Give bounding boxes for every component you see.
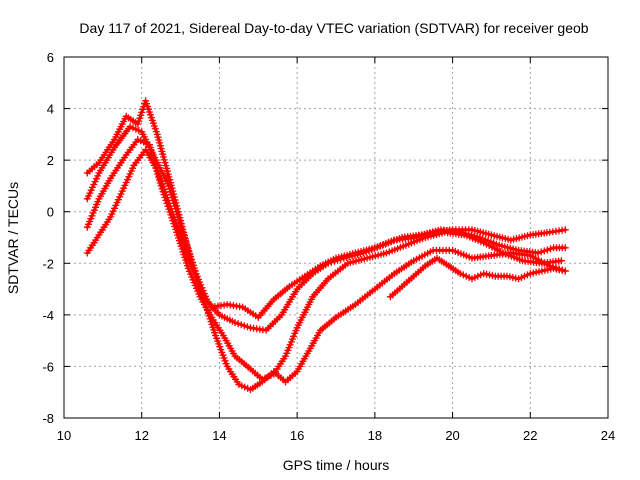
y-axis-label: SDTVAR / TECUs — [5, 182, 21, 294]
series-track-5 — [386, 254, 569, 301]
data-point — [330, 257, 338, 265]
data-point — [146, 144, 154, 152]
x-tick-label: 18 — [368, 428, 382, 443]
data-point — [557, 257, 565, 265]
data-point — [237, 321, 245, 329]
data-point — [537, 248, 545, 256]
data-point — [561, 267, 569, 275]
series-track-4 — [83, 146, 569, 394]
data-point — [547, 245, 554, 253]
x-tick-label: 12 — [134, 428, 148, 443]
data-point — [337, 255, 345, 263]
x-axis-label: GPS time / hours — [283, 457, 390, 473]
plot-frame — [63, 56, 609, 419]
x-tick-label: 10 — [57, 428, 71, 443]
data-point — [327, 258, 335, 266]
x-tick-label: 24 — [601, 428, 615, 443]
data-point — [234, 320, 242, 328]
data-point — [240, 322, 248, 330]
chart-title: Day 117 of 2021, Sidereal Day-to-day VTE… — [79, 20, 588, 36]
data-point — [456, 270, 464, 278]
y-tick-label: -6 — [42, 359, 54, 374]
data-point — [477, 271, 485, 279]
y-tick-label: 4 — [47, 102, 54, 117]
grid-layer — [64, 57, 608, 418]
y-tick-label: -4 — [42, 308, 54, 323]
data-point — [334, 256, 342, 264]
x-tick-label: 22 — [523, 428, 537, 443]
data-point — [231, 319, 239, 327]
data-point — [518, 274, 525, 281]
data-point — [540, 247, 548, 255]
data-point — [543, 246, 551, 254]
data-point — [148, 150, 156, 157]
series-track-2 — [83, 123, 569, 334]
data-point — [534, 249, 542, 257]
series-line — [85, 125, 567, 332]
y-tick-label: 0 — [47, 205, 54, 220]
x-tick-label: 16 — [290, 428, 304, 443]
y-tick-label: -2 — [42, 256, 54, 271]
x-tick-label: 14 — [212, 428, 226, 443]
data-point — [561, 226, 569, 234]
series-layer — [83, 97, 569, 394]
data-point — [137, 137, 145, 145]
data-point — [561, 244, 569, 252]
data-point — [243, 323, 251, 331]
y-tick-label: -8 — [42, 411, 54, 426]
data-point — [324, 259, 332, 267]
x-tick-label: 20 — [445, 428, 459, 443]
series-track-1 — [83, 97, 569, 321]
y-tick-label: 2 — [47, 153, 54, 168]
series-line — [85, 99, 567, 319]
y-tick-label: 6 — [47, 50, 54, 65]
